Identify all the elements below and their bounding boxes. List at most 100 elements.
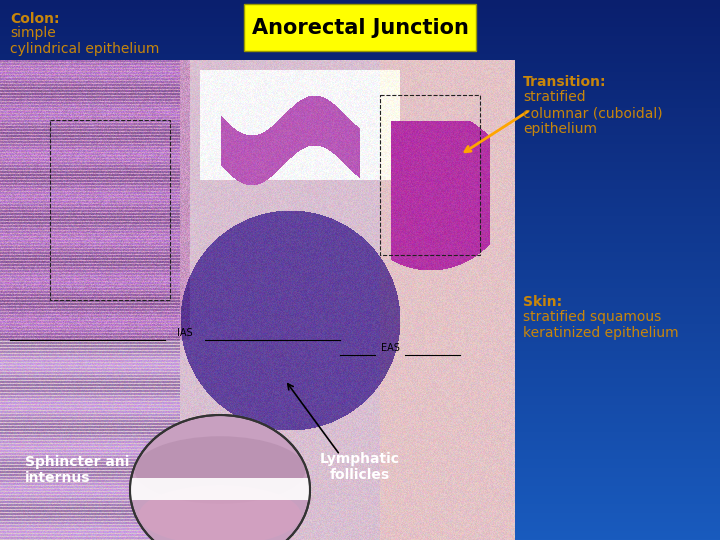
Bar [0,371,720,372]
Bar [0,538,720,539]
Bar [0,442,720,443]
Bar [0,259,720,260]
Bar [0,221,720,222]
Bar [0,417,720,418]
Bar [0,228,720,229]
Bar [0,248,720,249]
Bar [0,404,720,405]
Bar [0,293,720,294]
Bar [0,451,720,452]
Bar [0,344,720,345]
Bar [0,240,720,241]
Bar [0,409,720,410]
Bar [0,458,720,459]
Bar [0,69,720,70]
Bar [0,203,720,204]
Bar [0,539,720,540]
Bar [0,168,720,169]
Bar [0,443,720,444]
Bar [0,303,720,304]
Bar [0,414,720,415]
Bar [0,444,720,445]
Bar [0,125,720,126]
Bar [0,42,720,43]
Bar [0,271,720,272]
Bar [0,283,720,284]
Bar [0,29,720,30]
Bar [0,518,720,519]
Bar [0,157,720,158]
Bar [0,33,720,34]
Bar [0,349,720,350]
Bar [0,403,720,404]
Bar [0,173,720,174]
Text: Skin:: Skin: [523,295,562,309]
Bar [0,188,720,189]
Bar [0,46,720,47]
Bar [0,389,720,390]
Bar [0,220,720,221]
Bar [0,66,720,67]
Bar [0,355,720,356]
Bar [0,523,720,524]
Bar [0,284,720,285]
Bar [0,91,720,92]
Bar [0,129,720,130]
Bar [0,135,720,136]
Bar [0,57,720,58]
Bar [0,172,720,173]
Bar [0,351,720,352]
Bar [0,341,720,342]
Bar [0,253,720,254]
Bar [0,44,720,45]
Bar [0,256,720,257]
Bar [0,436,720,437]
Bar [0,460,720,461]
Bar [0,216,720,217]
Bar [0,413,720,414]
Bar [0,506,720,507]
Bar [0,514,720,515]
Bar [0,100,720,101]
Bar [0,328,720,329]
Bar [0,86,720,87]
Bar [0,147,720,148]
Bar [0,459,720,460]
Bar [0,62,720,63]
Bar [0,51,720,52]
Bar [0,340,720,341]
Bar [0,96,720,97]
Bar [0,117,720,118]
Bar [0,292,720,293]
Bar [0,11,720,12]
Bar [0,329,720,330]
Bar [0,517,720,518]
Bar [0,455,720,456]
Bar [0,423,720,424]
Bar [0,299,720,300]
Bar [0,359,720,360]
Bar [0,206,720,207]
Bar [0,290,720,291]
Bar [0,60,720,61]
Bar [0,534,720,535]
Bar [0,338,720,339]
Bar [0,116,720,117]
Bar [0,28,720,29]
Bar [0,424,720,425]
Bar [0,99,720,100]
Bar [0,302,720,303]
Bar [50,120,170,300]
Bar [0,184,720,185]
Bar [0,269,720,270]
Bar [0,74,720,75]
Bar [0,65,720,66]
Bar [0,505,720,506]
Bar [0,43,720,44]
Bar [0,142,720,143]
Bar [0,94,720,95]
Bar [0,369,720,370]
Bar [0,515,720,516]
Bar [0,490,720,491]
Bar [0,98,720,99]
